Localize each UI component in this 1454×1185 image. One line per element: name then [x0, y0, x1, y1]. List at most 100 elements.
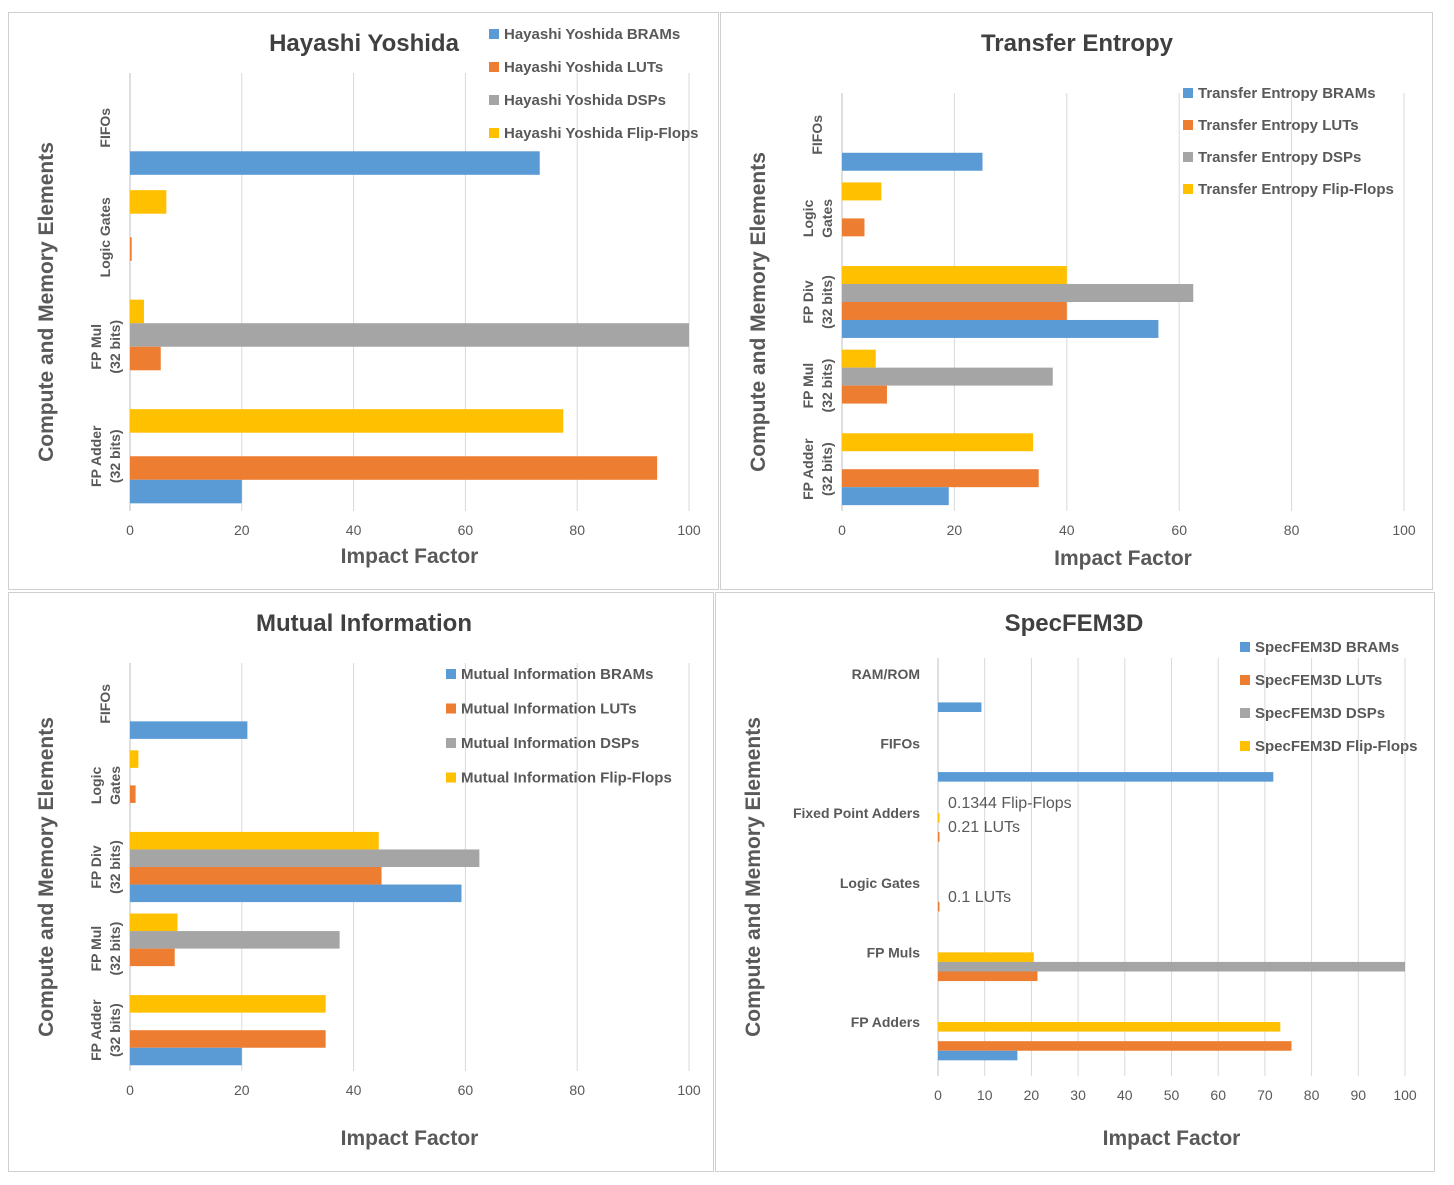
bar-dsps-fp-mul-32-bits: [842, 367, 1053, 386]
bar-dsps-fp-div-32-bits: [842, 284, 1194, 302]
category-label-line: Logic: [88, 767, 104, 805]
category-label: RAM/ROM: [852, 666, 920, 682]
x-tick-label: 60: [1210, 1087, 1226, 1103]
category-label-line: (32 bits): [107, 429, 123, 483]
legend-label-flip-flops: Hayashi Yoshida Flip-Flops: [504, 125, 698, 142]
legend-label-flip-flops: SpecFEM3D Flip-Flops: [1255, 738, 1418, 755]
bar-brams-fp-adder-32-bits: [130, 479, 242, 504]
x-tick-label: 20: [234, 1082, 250, 1098]
legend-label-dsps: Transfer Entropy DSPs: [1198, 149, 1361, 166]
x-axis-title: Impact Factor: [341, 1127, 479, 1150]
legend-swatch-brams: [446, 669, 456, 679]
bar-luts-fp-mul-32-bits: [842, 385, 887, 404]
category-label: Logic Gates: [800, 199, 835, 238]
x-tick-label: 40: [1117, 1087, 1133, 1103]
category-label: FIFOs: [880, 736, 920, 752]
bar-brams-fp-adder-32-bits: [130, 1047, 242, 1066]
bar-flip-flops-fp-muls: [938, 952, 1034, 962]
bar-luts-fp-div-32-bits: [842, 302, 1067, 320]
legend-label-brams: SpecFEM3D BRAMs: [1255, 639, 1399, 656]
x-tick-label: 80: [569, 1082, 585, 1098]
category-label-line: (32 bits): [819, 359, 835, 413]
category-label-line: FP Div: [800, 280, 816, 324]
category-label-line: FP Mul: [88, 926, 104, 972]
bar-luts-logic-gates: [130, 785, 136, 803]
legend-label-flip-flops: Transfer Entropy Flip-Flops: [1198, 181, 1394, 198]
bar-luts-fp-muls: [938, 971, 1038, 982]
legend-label-dsps: SpecFEM3D DSPs: [1255, 705, 1385, 722]
legend-label-flip-flops: Mutual Information Flip-Flops: [461, 770, 672, 787]
category-label-line: FP Adder: [88, 425, 104, 487]
category-label: FP Mul (32 bits): [800, 359, 835, 413]
legend-label-luts: Mutual Information LUTs: [461, 701, 637, 718]
x-tick-label: 20: [1024, 1087, 1040, 1103]
bar-brams-fp-div-32-bits: [842, 319, 1159, 338]
bar-flip-flops-fp-mul-32-bits: [130, 299, 144, 324]
chart-mutual-information: Mutual Information 0 20 40 60 80 100 Impact Fac…: [35, 610, 701, 1150]
category-label-line: Logic: [800, 200, 816, 238]
legend-swatch-luts: [446, 703, 456, 714]
legend-swatch-brams: [1240, 642, 1250, 652]
bar-dsps-fp-div-32-bits: [130, 849, 480, 867]
x-tick-label: 10: [977, 1087, 993, 1103]
x-axis-title: Impact Factor: [1054, 547, 1192, 570]
legend-swatch-brams: [489, 29, 499, 39]
bar-flip-flops-logic-gates: [130, 750, 139, 768]
x-tick-label: 40: [346, 1082, 362, 1098]
bar-dsps-fp-mul-32-bits: [130, 323, 689, 347]
x-tick-label: 70: [1257, 1087, 1273, 1103]
x-tick-label: 90: [1351, 1087, 1367, 1103]
x-axis-title: Impact Factor: [1103, 1127, 1241, 1150]
category-label: FP Adder (32 bits): [88, 999, 123, 1061]
legend-label-brams: Hayashi Yoshida BRAMs: [504, 26, 680, 43]
bar-flip-flops-fp-adder-32-bits: [130, 409, 564, 433]
category-label-line: Gates: [819, 199, 835, 238]
bar-luts-fp-div-32-bits: [130, 867, 382, 885]
legend-label-luts: Transfer Entropy LUTs: [1198, 117, 1359, 134]
bar-luts-logic-gates: [130, 237, 132, 261]
category-label: FP Adder (32 bits): [800, 438, 835, 500]
legend-swatch-flip-flops: [489, 128, 499, 138]
x-tick-label: 0: [126, 1082, 134, 1098]
chart-hayashi-yoshida: Hayashi Yoshida 0 20 40 60 80 100 Impact Factor…: [35, 26, 701, 568]
chart-specfem3d: SpecFEM3D 0 10 20 30 40 50 60 70 80 90 100 Impact Fa…: [742, 610, 1418, 1150]
y-axis-title: Compute and Memory Elements: [35, 142, 58, 462]
bar-brams-fifos: [842, 152, 983, 171]
category-label: FP Mul (32 bits): [88, 922, 123, 976]
bar-brams-fifos: [130, 721, 248, 739]
category-label-line: (32 bits): [107, 1003, 123, 1057]
category-label-line: FP Mul: [800, 363, 816, 409]
category-label-line: Gates: [107, 766, 123, 805]
legend-swatch-luts: [489, 62, 499, 72]
chart-panel-transfer-entropy: Transfer Entropy 0 20 40 60 80 100 Impact Facto…: [720, 12, 1433, 590]
legend-swatch-dsps: [1240, 708, 1250, 718]
bar-luts-fp-mul-32-bits: [130, 346, 161, 371]
legend-label-dsps: Hayashi Yoshida DSPs: [504, 92, 666, 109]
legend-swatch-luts: [1183, 120, 1193, 130]
category-label-line: (32 bits): [107, 840, 123, 894]
category-label-line: Logic Gates: [97, 197, 113, 277]
chart-title: SpecFEM3D: [1005, 610, 1144, 637]
data-annotation: 0.1344 Flip-Flops: [948, 795, 1072, 812]
x-tick-label: 100: [677, 522, 701, 538]
x-tick-label: 80: [1304, 1087, 1320, 1103]
chart-panel-mutual-information: Mutual Information 0 20 40 60 80 100 Impact Fac…: [8, 592, 714, 1172]
x-tick-label: 60: [1171, 522, 1187, 538]
bar-luts-fp-adder-32-bits: [130, 1030, 326, 1048]
bar-luts-fp-mul-32-bits: [130, 948, 175, 967]
category-label: FP Mul (32 bits): [88, 320, 123, 374]
category-label-line: (32 bits): [107, 922, 123, 976]
category-label: FIFOs: [97, 108, 113, 148]
chart-title: Transfer Entropy: [981, 30, 1174, 57]
bar-brams-fp-adders: [938, 1050, 1018, 1061]
bar-flip-flops-fp-div-32-bits: [842, 266, 1067, 285]
chart-transfer-entropy: Transfer Entropy 0 20 40 60 80 100 Impact Facto…: [747, 30, 1416, 570]
x-tick-label: 0: [126, 522, 134, 538]
category-label: Fixed Point Adders: [793, 805, 920, 821]
chart-title: Mutual Information: [256, 610, 472, 637]
bar-flip-flops-fp-adders: [938, 1022, 1281, 1032]
bar-flip-flops-fixed-point-adders: [938, 813, 940, 823]
bar-flip-flops-logic-gates: [842, 182, 882, 201]
bar-luts-fp-adder-32-bits: [842, 469, 1039, 488]
bar-luts-logic-gates: [938, 901, 940, 912]
